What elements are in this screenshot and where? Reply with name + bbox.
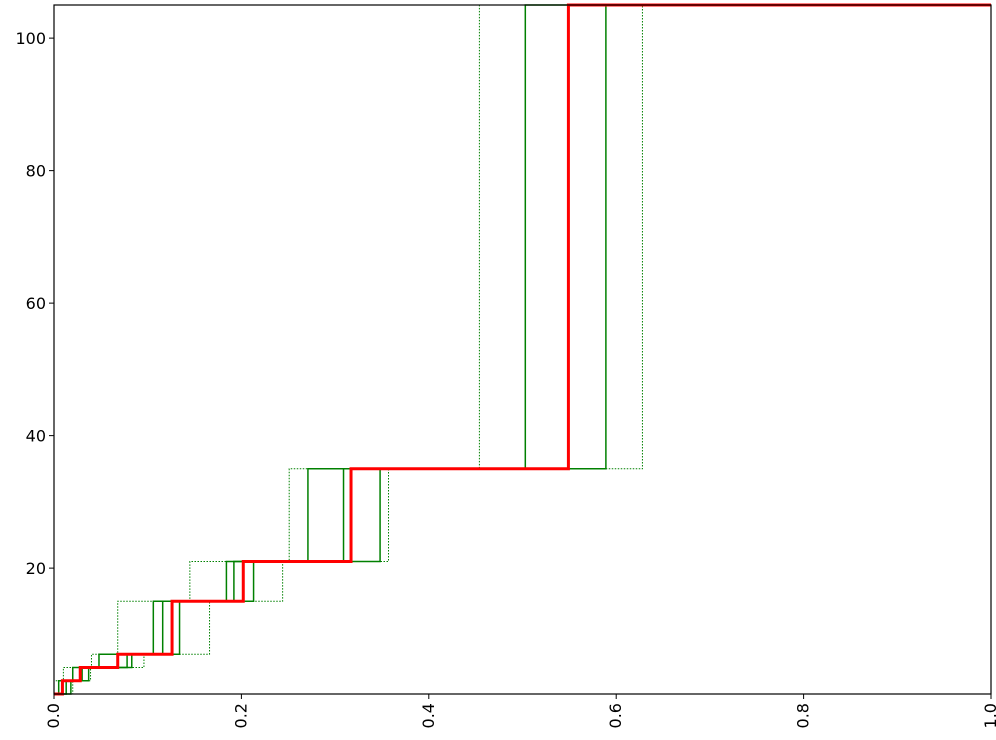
series-line-2 (54, 4, 991, 695)
series-line-0 (54, 3, 991, 696)
x-tick-label-1: 0.2 (231, 703, 250, 728)
x-tick-label-0: 0.0 (44, 703, 63, 728)
y-tick-label-1: 40 (26, 427, 46, 446)
y-tick-label-3: 80 (26, 162, 46, 181)
y-tick-label-2: 60 (26, 294, 46, 313)
series-line-5 (54, 4, 991, 695)
series-line-1 (54, 4, 991, 695)
y-tick-label-4: 100 (15, 29, 46, 48)
x-tick-label-5: 1.0 (981, 703, 996, 728)
x-tick-label-3: 0.6 (606, 703, 625, 728)
series-line-3 (54, 4, 991, 695)
plot-frame (53, 4, 992, 695)
series-line-4 (53, 4, 991, 694)
axes-layer: 0.0 0.2 0.4 0.6 0.8 1.0 20 40 60 80 100 (15, 4, 996, 728)
x-tick-label-2: 0.4 (419, 703, 438, 728)
x-tick-label-4: 0.8 (794, 703, 813, 728)
series-layer (53, 3, 991, 696)
y-tick-label-0: 20 (26, 559, 46, 578)
